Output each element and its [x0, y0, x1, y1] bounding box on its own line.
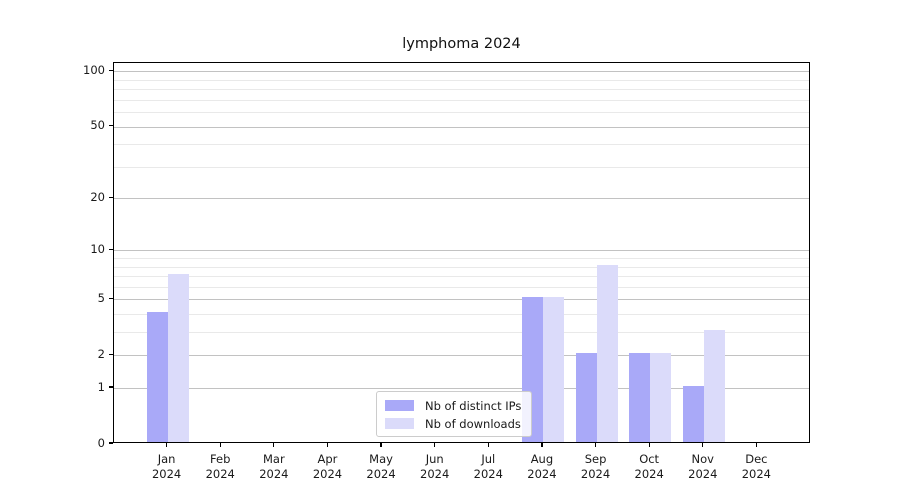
- x-axis-tick-mark: [326, 443, 329, 447]
- bar-nb-of-distinct-ips-nov: [682, 386, 704, 442]
- x-axis-tick-mark: [380, 443, 382, 447]
- gridline-minor: [114, 99, 809, 101]
- x-axis-tick-label: Mar 2024: [259, 452, 289, 481]
- gridline-minor: [114, 332, 809, 334]
- x-axis-tick-mark: [648, 443, 650, 447]
- y-axis-tick-label: 20: [90, 189, 105, 204]
- y-axis-tick-mark: [109, 124, 113, 127]
- x-axis-tick-label: Jun 2024: [420, 452, 450, 481]
- y-axis-tick-label: 100: [83, 62, 105, 77]
- x-axis-tick-mark: [487, 443, 489, 447]
- y-axis-tick-label: 50: [90, 118, 105, 133]
- x-axis-tick-label: May 2024: [366, 452, 396, 481]
- gridline-minor: [114, 112, 809, 114]
- x-axis-tick-label: Oct 2024: [634, 452, 664, 481]
- gridline-major: [114, 71, 809, 73]
- x-axis-tick-label: Aug 2024: [527, 452, 557, 481]
- y-axis-tick-label: 0: [97, 435, 105, 450]
- gridline-major: [114, 198, 809, 200]
- gridline-major: [114, 126, 809, 128]
- y-axis-tick-mark: [109, 248, 113, 250]
- x-axis-tick-mark: [702, 443, 704, 447]
- gridline-major: [114, 355, 809, 357]
- plot-area: [113, 62, 810, 443]
- bar-nb-of-downloads-oct: [650, 353, 672, 442]
- y-axis-tick-mark: [109, 196, 113, 198]
- x-axis-tick-mark: [219, 443, 221, 447]
- x-axis-tick-mark: [755, 443, 757, 447]
- y-axis-tick-mark: [109, 442, 113, 444]
- legend-swatch-distinct-ips: [385, 400, 414, 411]
- bar-nb-of-distinct-ips-jan: [146, 312, 168, 442]
- x-axis-tick-mark: [594, 443, 597, 447]
- legend-item-distinct-ips: Nb of distinct IPs: [385, 398, 523, 413]
- chart-title: lymphoma 2024: [402, 36, 521, 52]
- x-axis-tick-label: Nov 2024: [688, 452, 718, 481]
- gridline-minor: [114, 276, 809, 278]
- gridline-major: [114, 250, 809, 252]
- legend-label-distinct-ips: Nb of distinct IPs: [425, 398, 522, 413]
- x-axis-tick-label: Sep 2024: [580, 452, 611, 481]
- x-axis-tick-label: Jan 2024: [151, 452, 182, 481]
- legend-item-downloads: Nb of downloads: [385, 416, 523, 431]
- gridline-minor: [114, 166, 809, 168]
- gridline-minor: [114, 258, 809, 260]
- x-axis-tick-label: Dec 2024: [741, 452, 772, 481]
- x-axis-tick-label: Feb 2024: [205, 452, 235, 481]
- legend: Nb of distinct IPs Nb of downloads: [376, 391, 532, 437]
- y-axis-tick-mark: [109, 69, 113, 71]
- y-axis-tick-mark: [109, 386, 113, 388]
- bar-nb-of-distinct-ips-sep: [575, 353, 597, 442]
- legend-swatch-downloads: [385, 418, 414, 429]
- x-axis-tick-label: Jul 2024: [473, 452, 503, 481]
- y-axis-tick-label: 1: [97, 379, 105, 394]
- legend-label-downloads: Nb of downloads: [425, 416, 521, 431]
- bar-nb-of-distinct-ips-oct: [629, 353, 651, 442]
- gridline-minor: [114, 79, 809, 81]
- bar-nb-of-downloads-nov: [703, 330, 725, 442]
- x-axis-tick-mark: [541, 443, 543, 447]
- y-axis-tick-label: 2: [97, 346, 105, 361]
- bar-nb-of-downloads-sep: [596, 264, 618, 442]
- gridline-minor: [114, 266, 809, 268]
- x-axis-tick-mark: [434, 443, 436, 447]
- gridline-minor: [114, 144, 809, 146]
- y-axis-tick-mark: [109, 297, 113, 299]
- x-axis-tick-mark: [273, 443, 275, 447]
- gridline-minor: [114, 314, 809, 316]
- y-axis-tick-mark: [109, 353, 113, 355]
- gridline-major: [114, 299, 809, 301]
- x-axis-tick-label: Apr 2024: [312, 452, 343, 481]
- y-axis-tick-label: 10: [90, 241, 105, 256]
- y-axis-tick-label: 5: [97, 290, 105, 305]
- bar-nb-of-downloads-aug: [542, 297, 564, 442]
- bar-nb-of-downloads-jan: [167, 274, 189, 442]
- gridline-minor: [114, 89, 809, 91]
- x-axis-tick-mark: [166, 443, 168, 447]
- gridline-major: [114, 388, 809, 390]
- gridline-minor: [114, 286, 809, 288]
